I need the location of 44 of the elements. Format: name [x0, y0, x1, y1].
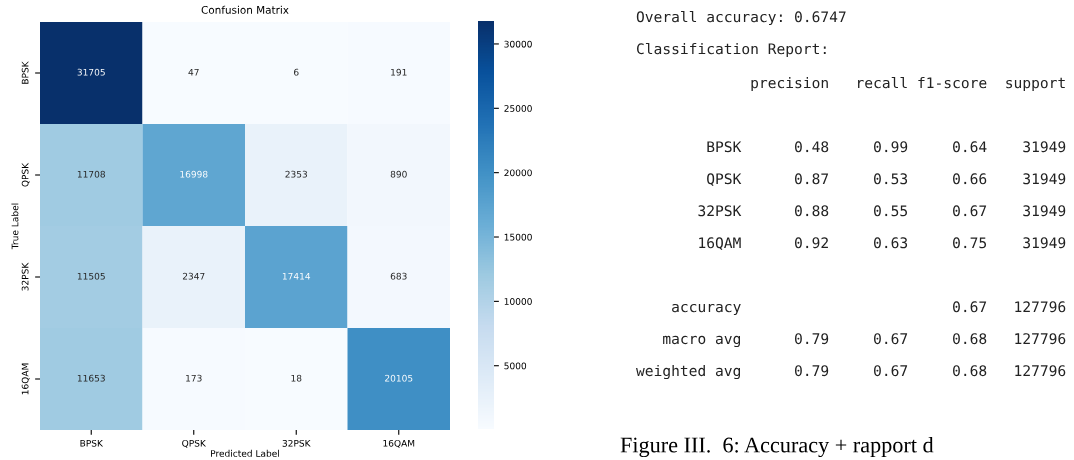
text: accuracy 0.67 127796	[672, 301, 1066, 316]
data-label: 47	[188, 68, 199, 76]
x-tick-label: 32PSK	[282, 439, 311, 447]
text: macro avg 0.79 0.67 0.68 127796	[663, 333, 1066, 348]
y-tick-label: BPSK	[21, 61, 29, 84]
x-axis-title: Predicted Label	[211, 449, 279, 457]
y-tick-label: 16QAM	[21, 363, 30, 395]
data-label: 18	[291, 374, 302, 382]
color-bar-label: 20000	[504, 169, 532, 177]
data-label: 31705	[77, 68, 105, 76]
text: QPSK 0.87 0.53 0.66 31949	[707, 173, 1066, 186]
data-label: 173	[186, 374, 202, 382]
data-label: 20105	[385, 374, 413, 382]
data-label: 6	[294, 68, 299, 76]
text: precision recall f1-score support	[751, 76, 1065, 92]
data-label: 17414	[282, 272, 311, 280]
text: 32PSK 0.88 0.55 0.67 31949	[698, 205, 1066, 217]
data-label: 11708	[77, 170, 105, 178]
x-tick-label: QPSK	[182, 439, 207, 448]
color-bar-label: 10000	[504, 298, 532, 305]
chart-title: Confusion Matrix	[201, 5, 289, 14]
text: Overall accuracy: 0.6747	[636, 10, 846, 26]
text: weighted avg 0.79 0.67 0.68 127796	[636, 364, 1066, 380]
y-axis-title: True Label	[11, 203, 19, 250]
data-label: 191	[391, 68, 407, 76]
text: Classification Report:	[636, 42, 826, 58]
color-bar-label: 25000	[504, 105, 532, 112]
x-tick-label: 16QAM	[383, 439, 415, 448]
data-label: 683	[390, 272, 407, 280]
y-tick-label: QPSK	[21, 162, 30, 187]
data-label: 16998	[180, 170, 208, 178]
text: BPSK 0.48 0.99 0.64 31949	[707, 141, 1066, 153]
text: Figure III. 6: Accuracy + rapport d	[620, 436, 934, 458]
color-bar-label: 15000	[504, 233, 532, 241]
data-label: 890	[390, 170, 407, 178]
x-tick-label: BPSK	[80, 439, 104, 447]
y-tick-label: 32PSK	[21, 262, 29, 291]
color-bar-label: 5000	[504, 362, 527, 370]
data-label: 2353	[285, 170, 308, 178]
data-label: 11653	[77, 374, 105, 382]
data-label: 11505	[77, 272, 105, 280]
data-label: 2347	[182, 272, 205, 280]
text: 16QAM 0.92 0.63 0.75 31949	[699, 237, 1066, 250]
color-bar-label: 30000	[504, 40, 532, 48]
